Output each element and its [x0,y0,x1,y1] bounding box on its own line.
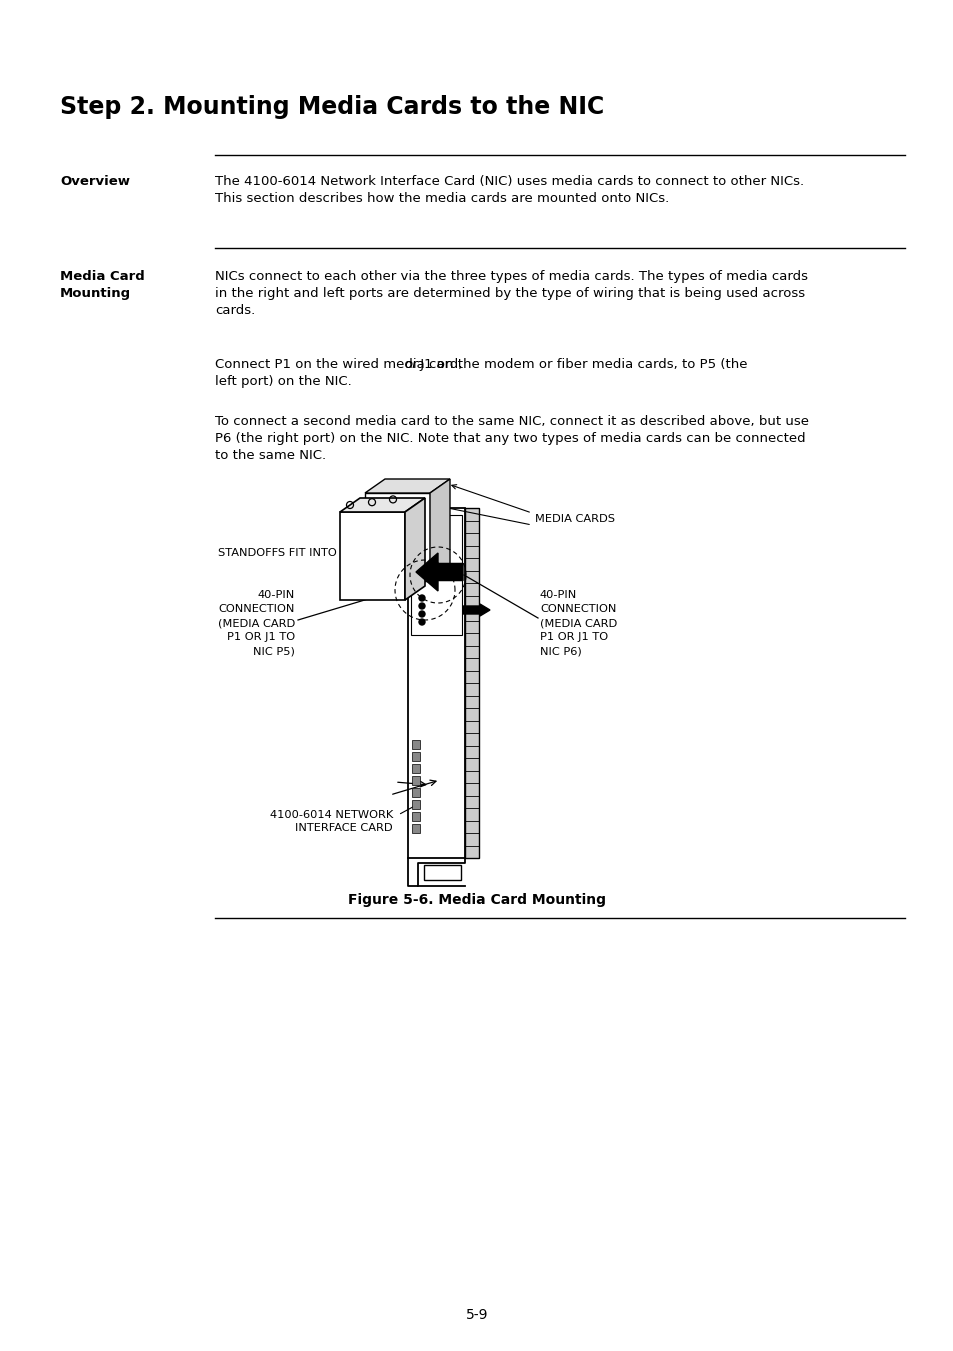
Polygon shape [412,775,419,785]
Text: to the same NIC.: to the same NIC. [214,449,326,462]
Polygon shape [412,788,419,797]
Polygon shape [412,753,419,761]
Text: 5-9: 5-9 [465,1308,488,1323]
Circle shape [418,619,424,626]
Text: CONNECTION: CONNECTION [539,604,616,613]
Text: NICs connect to each other via the three types of media cards. The types of medi: NICs connect to each other via the three… [214,270,807,282]
Polygon shape [365,493,430,581]
Polygon shape [339,499,424,512]
Polygon shape [405,499,424,600]
FancyArrow shape [462,604,490,616]
Text: 40-PIN: 40-PIN [539,590,577,600]
Text: The 4100-6014 Network Interface Card (NIC) uses media cards to connect to other : The 4100-6014 Network Interface Card (NI… [214,176,803,188]
Circle shape [418,594,424,601]
Text: Mounting: Mounting [60,286,131,300]
Text: NIC P6): NIC P6) [539,646,581,657]
Text: MEDIA CARDS: MEDIA CARDS [535,513,615,524]
Text: in the right and left ports are determined by the type of wiring that is being u: in the right and left ports are determin… [214,286,804,300]
Text: To connect a second media card to the same NIC, connect it as described above, b: To connect a second media card to the sa… [214,415,808,428]
Polygon shape [430,480,450,581]
Polygon shape [412,812,419,820]
Circle shape [418,611,424,617]
Text: left port) on the NIC.: left port) on the NIC. [214,376,352,388]
Polygon shape [365,480,450,493]
Text: or: or [403,358,417,372]
Text: Step 2. Mounting Media Cards to the NIC: Step 2. Mounting Media Cards to the NIC [60,95,603,119]
Text: INTERFACE CARD: INTERFACE CARD [295,823,393,834]
Polygon shape [464,508,478,858]
Text: CONNECTION: CONNECTION [218,604,294,613]
Text: 40-PIN: 40-PIN [257,590,294,600]
Text: (MEDIA CARD: (MEDIA CARD [217,617,294,628]
Polygon shape [412,765,419,773]
Polygon shape [412,824,419,832]
Text: This section describes how the media cards are mounted onto NICs.: This section describes how the media car… [214,192,669,205]
Text: P1 OR J1 TO: P1 OR J1 TO [539,632,607,642]
Circle shape [418,603,424,609]
Polygon shape [412,740,419,748]
Text: 4100-6014 NETWORK: 4100-6014 NETWORK [270,811,393,820]
Text: STANDOFFS FIT INTO HOLES: STANDOFFS FIT INTO HOLES [218,549,378,558]
Polygon shape [339,512,405,600]
Text: NIC P5): NIC P5) [253,646,294,657]
Text: Media Card: Media Card [60,270,145,282]
Polygon shape [412,800,419,809]
Text: cards.: cards. [214,304,255,317]
Text: (MEDIA CARD: (MEDIA CARD [539,617,617,628]
Text: Figure 5-6. Media Card Mounting: Figure 5-6. Media Card Mounting [348,893,605,907]
Text: J1 on the modem or fiber media cards, to P5 (the: J1 on the modem or fiber media cards, to… [416,358,747,372]
Text: P1 OR J1 TO: P1 OR J1 TO [227,632,294,642]
Text: Connect P1 on the wired media card,: Connect P1 on the wired media card, [214,358,466,372]
Text: P6 (the right port) on the NIC. Note that any two types of media cards can be co: P6 (the right port) on the NIC. Note tha… [214,432,804,444]
FancyArrow shape [416,553,462,590]
Text: Overview: Overview [60,176,130,188]
